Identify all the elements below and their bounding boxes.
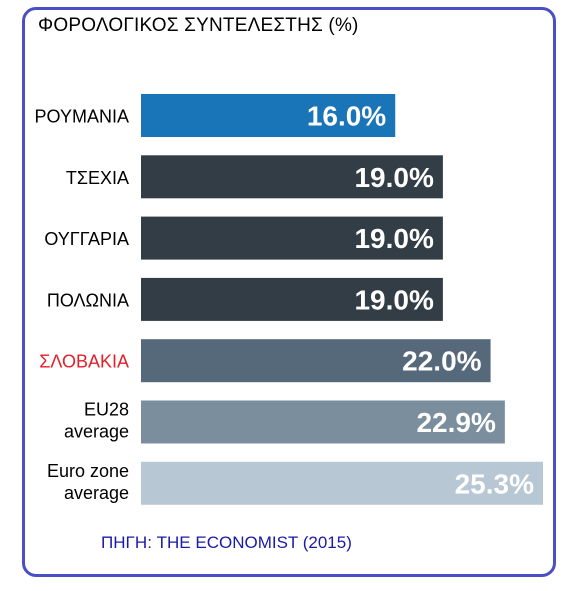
bar-6 [141,400,505,444]
bar-value-label-3: 19.0% [354,223,433,254]
category-label-5: ΣΛΟΒΑΚΙΑ [39,352,129,372]
bar-value-label-4: 19.0% [354,284,433,315]
bar-value-label-7: 25.3% [455,468,534,499]
bar-3 [141,216,443,260]
bar-value-label-5: 22.0% [402,346,481,377]
bar-value-label-1: 16.0% [307,101,386,132]
bar-value-label-2: 19.0% [354,162,433,193]
bar-2 [141,155,443,199]
bar-value-label-6: 22.9% [416,407,495,438]
source-note: ΠΗΓΗ: THE ECONOMIST (2015) [101,533,352,552]
chart-title: ΦΟΡΟΛΟΓΙΚΟΣ ΣΥΝΤΕΛΕΣΤΗΣ (%) [38,15,359,36]
category-label-4: ΠΟΛΩΝΙΑ [47,290,129,310]
category-label-3: ΟΥΓΓΑΡΙΑ [44,229,129,249]
bar-4 [141,277,443,321]
bar-7 [141,461,543,505]
bar-5 [141,339,491,383]
category-label-2: ΤΣΕΧΙΑ [66,168,129,188]
category-label-1: ΡΟΥΜΑΝΙΑ [35,107,129,127]
category-label-7: Euro zone average [47,461,129,503]
bar-1 [141,94,396,137]
category-label-6: EU28 average [64,400,129,442]
